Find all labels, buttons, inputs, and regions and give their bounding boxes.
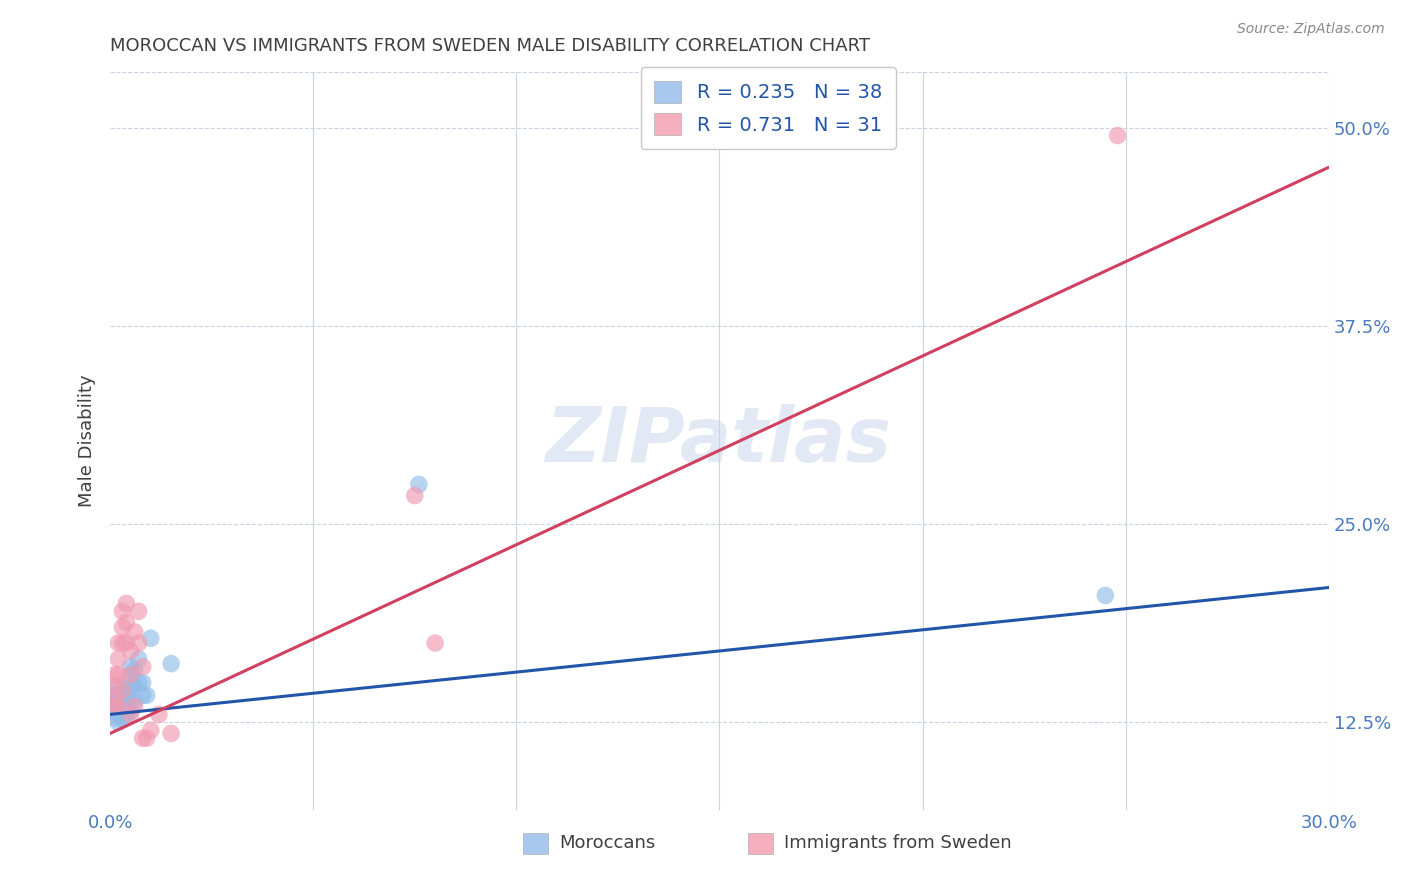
Point bbox=[120, 704, 142, 718]
Point bbox=[160, 657, 183, 671]
Point bbox=[408, 477, 430, 491]
Point bbox=[103, 691, 125, 706]
Point bbox=[404, 489, 426, 503]
Point bbox=[124, 699, 146, 714]
Point bbox=[135, 689, 157, 703]
Point bbox=[124, 679, 146, 693]
Point bbox=[135, 731, 157, 746]
Point bbox=[131, 689, 153, 703]
Point bbox=[124, 663, 146, 677]
Point bbox=[148, 707, 170, 722]
Point bbox=[107, 707, 129, 722]
Point bbox=[111, 695, 134, 709]
Point bbox=[128, 636, 150, 650]
Point bbox=[115, 596, 138, 610]
Point bbox=[120, 644, 142, 658]
Point bbox=[111, 683, 134, 698]
Point bbox=[120, 660, 142, 674]
Point bbox=[131, 731, 153, 746]
Point bbox=[120, 695, 142, 709]
Point bbox=[423, 636, 446, 650]
Point bbox=[107, 652, 129, 666]
Point bbox=[103, 695, 125, 709]
Point bbox=[124, 624, 146, 639]
Point bbox=[111, 636, 134, 650]
Point bbox=[1107, 128, 1129, 143]
Text: ZIPatlas: ZIPatlas bbox=[547, 404, 893, 478]
Legend: R = 0.235   N = 38, R = 0.731   N = 31: R = 0.235 N = 38, R = 0.731 N = 31 bbox=[641, 67, 896, 149]
Point bbox=[120, 679, 142, 693]
Point bbox=[115, 636, 138, 650]
Point bbox=[103, 710, 125, 724]
Point bbox=[160, 726, 183, 740]
Point bbox=[107, 699, 129, 714]
Point bbox=[131, 675, 153, 690]
Point bbox=[131, 660, 153, 674]
Point bbox=[103, 667, 125, 681]
Point bbox=[124, 695, 146, 709]
Text: Moroccans: Moroccans bbox=[560, 834, 655, 853]
Point bbox=[115, 704, 138, 718]
Point bbox=[111, 604, 134, 618]
Text: Immigrants from Sweden: Immigrants from Sweden bbox=[785, 834, 1012, 853]
Point bbox=[111, 689, 134, 703]
Point bbox=[128, 652, 150, 666]
Point bbox=[103, 704, 125, 718]
Point bbox=[107, 636, 129, 650]
Point bbox=[139, 632, 162, 646]
Point bbox=[120, 707, 142, 722]
Point bbox=[120, 667, 142, 681]
Point bbox=[120, 667, 142, 681]
Point bbox=[111, 699, 134, 714]
Point bbox=[128, 604, 150, 618]
Point bbox=[107, 698, 129, 712]
Point bbox=[115, 615, 138, 630]
Point bbox=[115, 698, 138, 712]
Point bbox=[107, 715, 129, 730]
Point bbox=[107, 691, 129, 706]
Point bbox=[111, 703, 134, 717]
Point bbox=[107, 679, 129, 693]
Text: MOROCCAN VS IMMIGRANTS FROM SWEDEN MALE DISABILITY CORRELATION CHART: MOROCCAN VS IMMIGRANTS FROM SWEDEN MALE … bbox=[110, 37, 870, 55]
Point bbox=[103, 689, 125, 703]
Text: Source: ZipAtlas.com: Source: ZipAtlas.com bbox=[1237, 22, 1385, 37]
Point bbox=[139, 723, 162, 738]
Y-axis label: Male Disability: Male Disability bbox=[79, 375, 96, 508]
Point bbox=[111, 712, 134, 726]
Point bbox=[115, 710, 138, 724]
Point bbox=[107, 667, 129, 681]
Point bbox=[1094, 589, 1116, 603]
Point bbox=[107, 699, 129, 714]
Point bbox=[111, 707, 134, 722]
Point bbox=[115, 683, 138, 698]
Point bbox=[128, 675, 150, 690]
Point bbox=[103, 679, 125, 693]
Point bbox=[103, 699, 125, 714]
Point bbox=[115, 691, 138, 706]
Point bbox=[111, 620, 134, 634]
